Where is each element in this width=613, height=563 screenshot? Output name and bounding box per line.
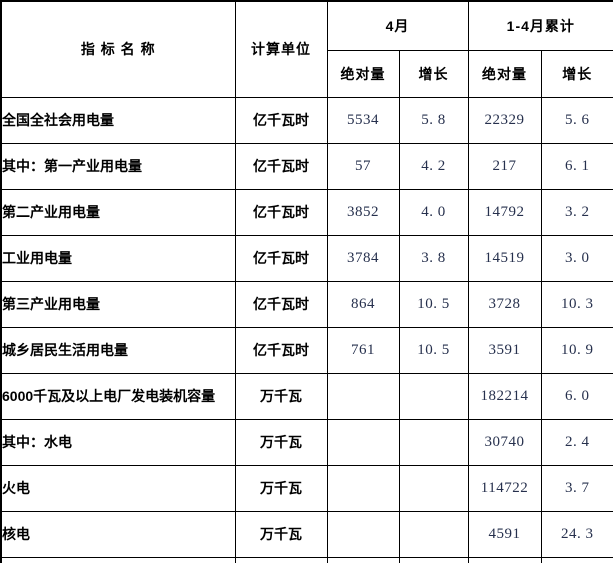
cumulative-absolute-cell: 22329 bbox=[467, 96, 542, 144]
cumulative-absolute-cell: 3728 bbox=[467, 280, 542, 328]
table-row: 全国全社会用电量 亿千瓦时 5534 5. 8 22329 5. 6 bbox=[0, 96, 613, 144]
april-growth-cell bbox=[398, 372, 469, 420]
cumulative-growth-cell: 6. 0 bbox=[540, 372, 613, 420]
april-absolute-cell bbox=[326, 418, 400, 466]
cumulative-absolute-cell bbox=[467, 556, 542, 563]
indicator-name-cell: 全国全社会用电量 bbox=[0, 96, 236, 144]
header-cumulative-growth: 增长 bbox=[540, 49, 613, 98]
cumulative-growth-cell: 10. 9 bbox=[540, 326, 613, 374]
cumulative-growth-cell: 24. 3 bbox=[540, 510, 613, 558]
cumulative-growth-cell: 6. 1 bbox=[540, 142, 613, 190]
cumulative-absolute-cell: 14519 bbox=[467, 234, 542, 282]
indicator-name-cell: 其中：水电 bbox=[0, 418, 236, 466]
cumulative-growth-cell: 5. 6 bbox=[540, 96, 613, 144]
unit-cell: 万千瓦 bbox=[234, 464, 328, 512]
unit-cell: 万千瓦 bbox=[234, 510, 328, 558]
cumulative-absolute-cell: 217 bbox=[467, 142, 542, 190]
april-absolute-cell: 5534 bbox=[326, 96, 400, 144]
indicator-name-cell: 工业用电量 bbox=[0, 234, 236, 282]
april-growth-cell bbox=[398, 418, 469, 466]
cumulative-absolute-cell: 182214 bbox=[467, 372, 542, 420]
april-absolute-cell: 3852 bbox=[326, 188, 400, 236]
header-indicator-name: 指 标 名 称 bbox=[0, 0, 236, 98]
header-april-growth: 增长 bbox=[398, 49, 469, 98]
april-growth-cell: 5. 8 bbox=[398, 96, 469, 144]
april-growth-cell: 4. 2 bbox=[398, 142, 469, 190]
april-growth-cell: 10. 5 bbox=[398, 326, 469, 374]
unit-cell: 亿千瓦时 bbox=[234, 96, 328, 144]
indicator-name-cell: 核电 bbox=[0, 510, 236, 558]
cumulative-absolute-cell: 14792 bbox=[467, 188, 542, 236]
unit-cell: 万千瓦 bbox=[234, 418, 328, 466]
header-cumulative-absolute: 绝对量 bbox=[467, 49, 542, 98]
april-absolute-cell bbox=[326, 464, 400, 512]
table-row: 核电 万千瓦 4591 24. 3 bbox=[0, 510, 613, 558]
april-absolute-cell bbox=[326, 372, 400, 420]
april-growth-cell bbox=[398, 556, 469, 563]
april-growth-cell: 4. 0 bbox=[398, 188, 469, 236]
cumulative-growth-cell: 10. 3 bbox=[540, 280, 613, 328]
cumulative-growth-cell: 2. 4 bbox=[540, 418, 613, 466]
april-absolute-cell: 3784 bbox=[326, 234, 400, 282]
cumulative-absolute-cell: 3591 bbox=[467, 326, 542, 374]
unit-cell: 亿千瓦时 bbox=[234, 326, 328, 374]
april-growth-cell: 10. 5 bbox=[398, 280, 469, 328]
table-row: 6000千瓦及以上电厂发电装机容量 万千瓦 182214 6. 0 bbox=[0, 372, 613, 420]
header-april-absolute: 绝对量 bbox=[326, 49, 400, 98]
cumulative-absolute-cell: 4591 bbox=[467, 510, 542, 558]
indicator-name-cell: 火电 bbox=[0, 464, 236, 512]
april-growth-cell: 3. 8 bbox=[398, 234, 469, 282]
cumulative-absolute-cell: 114722 bbox=[467, 464, 542, 512]
table-row: 火电 万千瓦 114722 3. 7 bbox=[0, 464, 613, 512]
header-row-sub: 绝对量 增长 绝对量 增长 bbox=[1, 49, 613, 98]
indicator-name-cell: 其中：第一产业用电量 bbox=[0, 142, 236, 190]
header-calc-unit: 计算单位 bbox=[234, 0, 328, 98]
header-april-group: 4月 bbox=[326, 0, 469, 51]
table-row: 工业用电量 亿千瓦时 3784 3. 8 14519 3. 0 bbox=[0, 234, 613, 282]
cumulative-growth-cell: 3. 2 bbox=[540, 188, 613, 236]
april-growth-cell bbox=[398, 510, 469, 558]
table-row: 城乡居民生活用电量 亿千瓦时 761 10. 5 3591 10. 9 bbox=[0, 326, 613, 374]
april-absolute-cell: 57 bbox=[326, 142, 400, 190]
table-row: 其中：第一产业用电量 亿千瓦时 57 4. 2 217 6. 1 bbox=[0, 142, 613, 190]
table-row: 第二产业用电量 亿千瓦时 3852 4. 0 14792 3. 2 bbox=[0, 188, 613, 236]
unit-cell: 亿千瓦时 bbox=[234, 234, 328, 282]
unit-cell: 亿千瓦时 bbox=[234, 188, 328, 236]
unit-cell bbox=[234, 556, 328, 563]
indicator-name-cell: 6000千瓦及以上电厂发电装机容量 bbox=[0, 372, 236, 420]
table-row: 其中：水电 万千瓦 30740 2. 4 bbox=[0, 418, 613, 466]
cumulative-growth-cell: 3. 0 bbox=[540, 234, 613, 282]
april-absolute-cell: 761 bbox=[326, 326, 400, 374]
unit-cell: 亿千瓦时 bbox=[234, 280, 328, 328]
partial-clipped-row bbox=[0, 556, 613, 563]
indicator-name-cell: 城乡居民生活用电量 bbox=[0, 326, 236, 374]
april-absolute-cell bbox=[326, 510, 400, 558]
april-growth-cell bbox=[398, 464, 469, 512]
indicator-name-cell: 第二产业用电量 bbox=[0, 188, 236, 236]
indicator-name-cell: 第三产业用电量 bbox=[0, 280, 236, 328]
header-row-top: 指 标 名 称 计算单位 4月 1-4月累计 bbox=[0, 0, 613, 98]
table-row: 第三产业用电量 亿千瓦时 864 10. 5 3728 10. 3 bbox=[0, 280, 613, 328]
unit-cell: 亿千瓦时 bbox=[234, 142, 328, 190]
cumulative-growth-cell bbox=[540, 556, 613, 563]
cumulative-growth-cell: 3. 7 bbox=[540, 464, 613, 512]
indicator-name-cell bbox=[0, 556, 236, 563]
april-absolute-cell bbox=[326, 556, 400, 563]
cumulative-absolute-cell: 30740 bbox=[467, 418, 542, 466]
header-cumulative-group: 1-4月累计 bbox=[467, 0, 613, 51]
april-absolute-cell: 864 bbox=[326, 280, 400, 328]
unit-cell: 万千瓦 bbox=[234, 372, 328, 420]
